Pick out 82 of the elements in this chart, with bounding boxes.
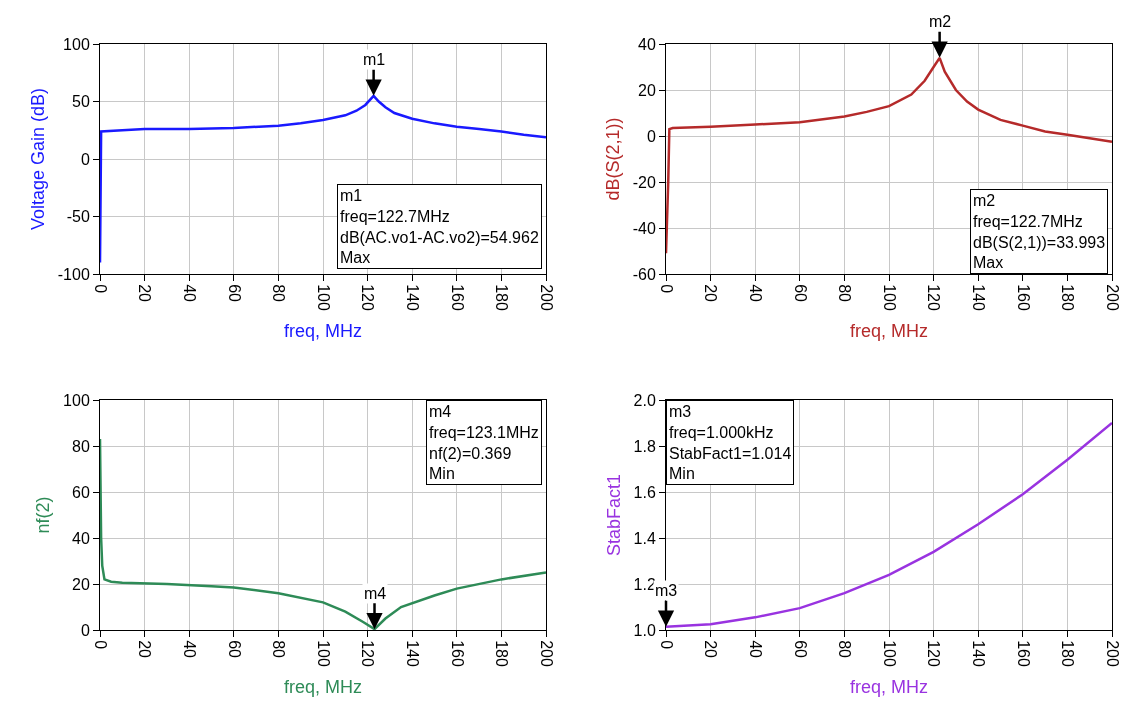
- x-tick-label: 20: [702, 284, 720, 303]
- y-axis-title: Voltage Gain (dB): [27, 87, 48, 231]
- x-tick-label: 140: [970, 640, 987, 667]
- y-axis-title: StabFact1: [603, 473, 624, 557]
- y-tick-label: 100: [63, 35, 90, 53]
- x-tick-label: 180: [1059, 284, 1077, 311]
- y-tick-label: 1.8: [633, 437, 656, 455]
- y-tick-label: 0: [646, 127, 656, 145]
- x-tick-label: 120: [925, 640, 943, 667]
- y-tick-label: 0: [80, 621, 90, 639]
- annotation: m3: [655, 582, 678, 599]
- y-tick-label: -60: [632, 265, 656, 283]
- x-tick-label: 160: [448, 640, 466, 667]
- annotation: m4 freq=123.1MHz nf(2)=0.369 Min: [429, 403, 539, 483]
- y-tick-label: 1.6: [633, 483, 656, 501]
- y-tick-label: 20: [72, 575, 90, 593]
- x-tick-label: 200: [1103, 640, 1121, 667]
- x-tick-label: 20: [702, 640, 720, 659]
- x-tick-label: 60: [791, 284, 809, 303]
- x-tick-label: 60: [791, 640, 809, 659]
- annotation: m2 freq=122.7MHz dB(S(2,1))=33.993 Max: [973, 192, 1106, 272]
- x-tick-label: 100: [880, 640, 898, 667]
- x-tick-label: 0: [657, 640, 675, 650]
- x-tick-label: 80: [836, 640, 854, 659]
- x-tick-label: 120: [359, 284, 377, 311]
- x-tick-label: 100: [880, 284, 898, 311]
- y-tick-label: 80: [72, 437, 90, 455]
- x-tick-label: 160: [1014, 640, 1032, 667]
- x-tick-label: 120: [359, 640, 377, 667]
- y-tick-label: 2.0: [633, 391, 656, 409]
- x-tick-label: 40: [181, 640, 198, 659]
- y-axis-title: dB(S(2,1)): [602, 117, 623, 201]
- x-tick-label: 140: [404, 284, 421, 311]
- x-tick-label: 40: [181, 284, 198, 303]
- x-tick-label: 60: [225, 640, 243, 659]
- annotation: m1: [363, 51, 386, 68]
- x-tick-label: 0: [657, 284, 675, 294]
- y-tick-label: -20: [632, 173, 656, 191]
- x-tick-label: 160: [1014, 284, 1032, 311]
- y-tick-label: 20: [638, 81, 656, 99]
- x-tick-label: 200: [537, 284, 555, 311]
- x-tick-label: 140: [404, 640, 421, 667]
- x-tick-label: 180: [1059, 640, 1077, 667]
- x-tick-label: 40: [747, 284, 764, 303]
- y-tick-label: 40: [638, 35, 656, 53]
- x-tick-label: 60: [225, 284, 243, 303]
- x-tick-label: 120: [925, 284, 943, 311]
- x-tick-label: 40: [747, 640, 764, 659]
- x-tick-label: 0: [91, 640, 109, 650]
- y-tick-label: 100: [63, 391, 90, 409]
- annotation: m4: [364, 585, 387, 602]
- x-axis-title: freq, MHz: [849, 677, 929, 698]
- x-tick-label: 80: [270, 640, 288, 659]
- y-tick-label: 1.4: [633, 529, 656, 547]
- x-axis-title: freq, MHz: [849, 321, 929, 342]
- annotation: m1 freq=122.7MHz dB(AC.vo1-AC.vo2)=54.962 Max: [340, 187, 539, 267]
- x-tick-label: 80: [270, 284, 288, 303]
- x-tick-label: 20: [136, 640, 154, 659]
- y-tick-label: 0: [80, 150, 90, 168]
- x-tick-label: 100: [314, 284, 332, 311]
- annotation: m2: [929, 13, 952, 30]
- x-tick-label: 180: [493, 640, 511, 667]
- x-tick-label: 0: [91, 284, 109, 294]
- y-tick-label: 40: [72, 529, 90, 547]
- y-axis-title: nf(2): [33, 496, 54, 534]
- x-axis-title: freq, MHz: [283, 677, 363, 698]
- y-tick-label: -40: [632, 219, 656, 237]
- annotation: m3 freq=1.000kHz StabFact1=1.014 Min: [669, 403, 792, 483]
- x-tick-label: 160: [448, 284, 466, 311]
- x-tick-label: 200: [537, 640, 555, 667]
- y-tick-label: 60: [72, 483, 90, 501]
- x-tick-label: 20: [136, 284, 154, 303]
- y-tick-label: -100: [57, 265, 90, 283]
- y-tick-label: -50: [66, 208, 90, 226]
- x-tick-label: 200: [1103, 284, 1121, 311]
- x-axis-title: freq, MHz: [283, 321, 363, 342]
- y-tick-label: 1.0: [633, 621, 656, 639]
- y-tick-label: 50: [72, 93, 90, 111]
- x-tick-label: 100: [314, 640, 332, 667]
- x-tick-label: 140: [970, 284, 987, 311]
- x-tick-label: 80: [836, 284, 854, 303]
- x-tick-label: 180: [493, 284, 511, 311]
